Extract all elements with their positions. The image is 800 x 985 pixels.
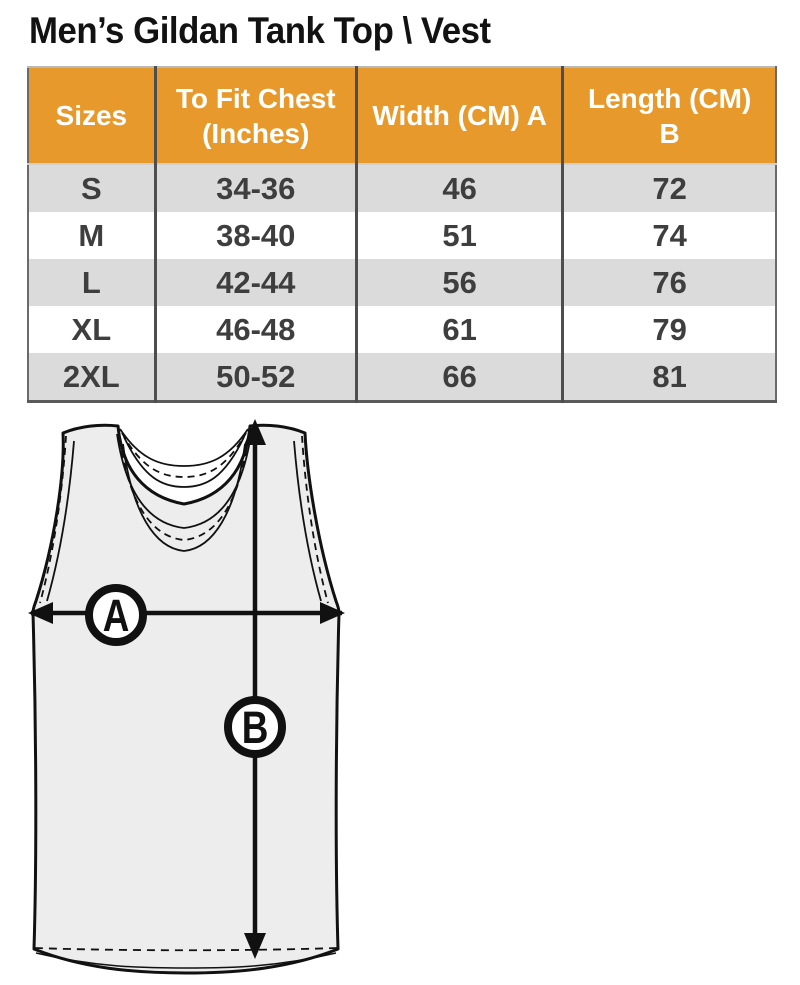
- length-label-B: B: [242, 703, 269, 753]
- page-title: Men’s Gildan Tank Top \ Vest: [29, 10, 491, 51]
- size-table-header: Sizes To Fit Chest (Inches) Width (CM) A…: [28, 67, 776, 165]
- cell-length: 76: [561, 259, 776, 306]
- cell-chest: 38-40: [153, 212, 357, 259]
- size-table: Sizes To Fit Chest (Inches) Width (CM) A…: [27, 66, 777, 403]
- label-circle-A: [85, 584, 147, 646]
- table-row-l: L 42-44 56 76: [28, 259, 776, 306]
- label-circle-B: [224, 696, 286, 758]
- cell-size: XL: [28, 306, 156, 353]
- cell-length: 79: [561, 306, 776, 353]
- tank-top-measurement-diagram: A B: [28, 419, 345, 975]
- cell-width: 51: [354, 212, 563, 259]
- table-row-s: S 34-36 46 72: [28, 164, 776, 212]
- table-row-xl: XL 46-48 61 79: [28, 306, 776, 353]
- cell-size: L: [28, 259, 156, 306]
- cell-width: 61: [354, 306, 563, 353]
- cell-width: 56: [354, 259, 563, 306]
- length-arrow-B: B: [224, 419, 286, 959]
- cell-chest: 46-48: [153, 306, 357, 353]
- column-header-chest: To Fit Chest (Inches): [153, 67, 357, 165]
- column-header-sizes: Sizes: [28, 67, 156, 165]
- column-header-length: Length (CM) B: [561, 67, 776, 165]
- width-label-A: A: [103, 591, 130, 641]
- cell-length: 72: [561, 164, 776, 212]
- width-arrow-A: A: [28, 584, 345, 646]
- tank-top-outline-drawing: [31, 423, 341, 975]
- cell-length: 81: [561, 353, 776, 402]
- cell-size: 2XL: [28, 353, 156, 402]
- table-row-2xl: 2XL 50-52 66 81: [28, 353, 776, 402]
- cell-size: M: [28, 212, 156, 259]
- table-row-m: M 38-40 51 74: [28, 212, 776, 259]
- column-header-width: Width (CM) A: [354, 67, 563, 165]
- cell-size: S: [28, 164, 156, 212]
- cell-chest: 50-52: [153, 353, 357, 402]
- cell-width: 46: [354, 164, 563, 212]
- cell-chest: 34-36: [153, 164, 357, 212]
- cell-width: 66: [354, 353, 563, 402]
- cell-length: 74: [561, 212, 776, 259]
- cell-chest: 42-44: [153, 259, 357, 306]
